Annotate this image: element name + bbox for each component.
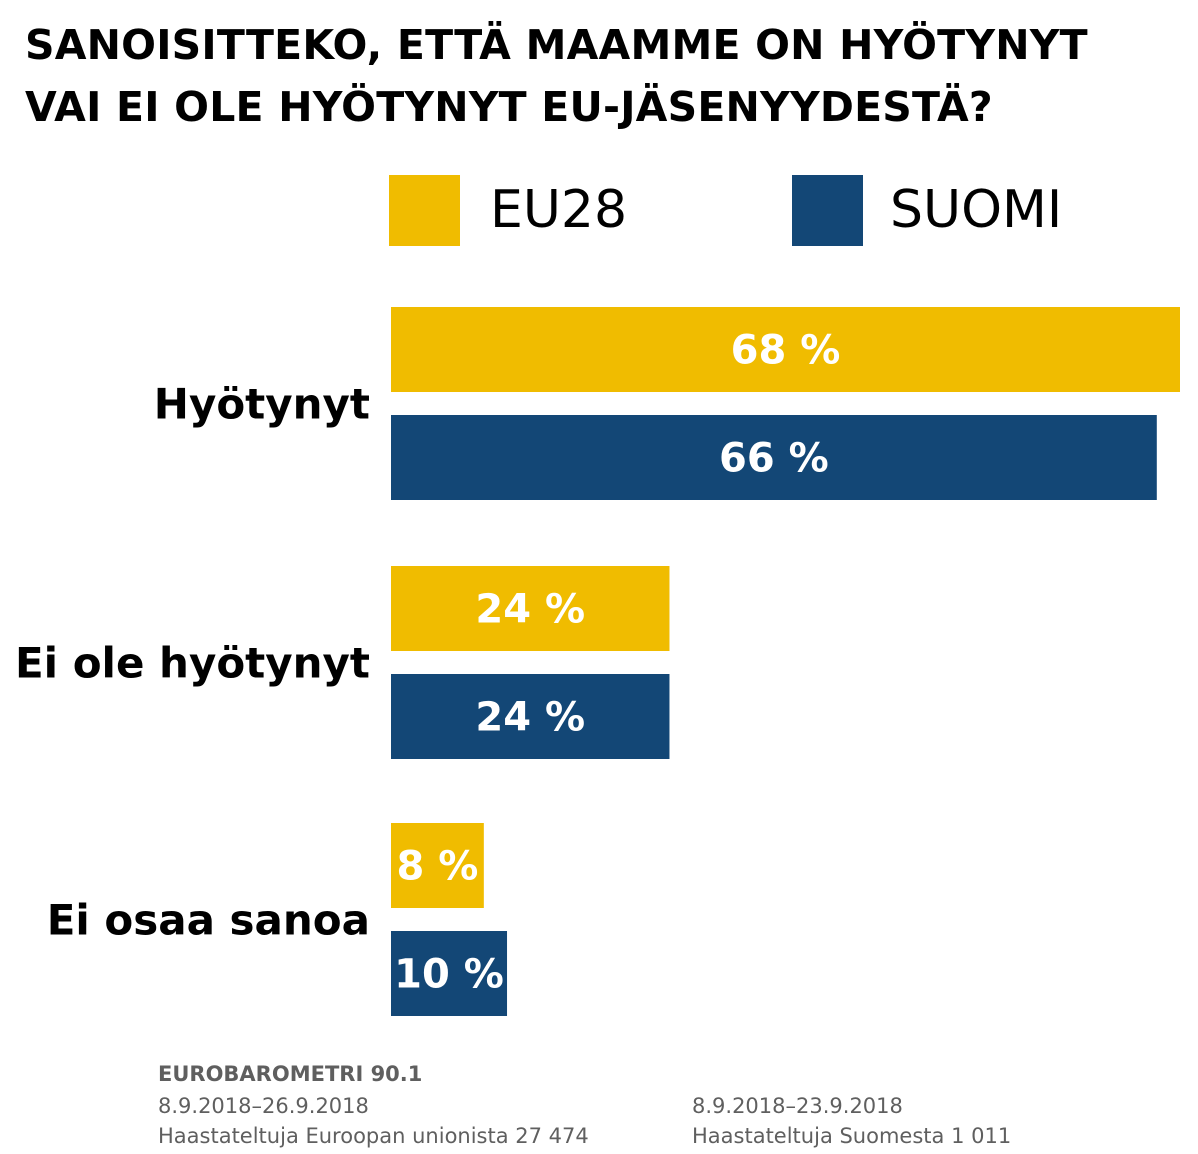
bar-suomi-ei-ole-hy-tynyt [391, 674, 670, 759]
bar-eu28-ei-ole-hy-tynyt [391, 566, 670, 651]
bar-eu28-ei-osaa-sanoa [391, 823, 484, 908]
legend-swatch-suomi [792, 175, 863, 246]
value-label-suomi-ei-osaa-sanoa: 10 % [394, 952, 504, 998]
eu-survey-dates: 8.9.2018–26.9.2018 [158, 1094, 369, 1118]
chart-title: SANOISITTEKO, ETTÄ MAAMME ON HYÖTYNYT VA… [25, 14, 1185, 138]
value-label-suomi-ei-ole-hy-tynyt: 24 % [475, 695, 585, 741]
chart-title-line-1: SANOISITTEKO, ETTÄ MAAMME ON HYÖTYNYT [25, 21, 1088, 69]
chart-title-line-2: VAI EI OLE HYÖTYNYT EU-JÄSENYYDESTÄ? [25, 83, 993, 131]
source-title: EUROBAROMETRI 90.1 [158, 1062, 423, 1086]
bar-eu28-hy-tynyt [391, 307, 1180, 392]
value-label-eu28-ei-osaa-sanoa: 8 % [396, 844, 478, 890]
value-label-eu28-ei-ole-hy-tynyt: 24 % [475, 587, 585, 633]
fi-sample-size: Haastateltuja Suomesta 1 011 [692, 1124, 1012, 1148]
legend-label-suomi: SUOMI [890, 180, 1063, 240]
legend-label-eu28: EU28 [490, 180, 628, 240]
value-label-suomi-hy-tynyt: 66 % [719, 436, 829, 482]
bar-suomi-ei-osaa-sanoa [391, 931, 508, 1016]
category-label-ei-osaa-sanoa: Ei osaa sanoa [47, 896, 370, 945]
eu-sample-size: Haastateltuja Euroopan unionista 27 474 [158, 1124, 589, 1148]
category-label-hy-tynyt: Hyötynyt [154, 380, 370, 429]
legend-swatch-eu28 [389, 175, 460, 246]
bar-chart: Hyötynyt 68 % 66 % Ei ole hyötynyt 24 % 24 % E… [15, 307, 1180, 1016]
fi-survey-dates: 8.9.2018–23.9.2018 [692, 1094, 903, 1118]
bar-suomi-hy-tynyt [391, 415, 1157, 500]
category-label-ei-ole-hy-tynyt: Ei ole hyötynyt [15, 639, 370, 688]
value-label-eu28-hy-tynyt: 68 % [731, 328, 841, 374]
